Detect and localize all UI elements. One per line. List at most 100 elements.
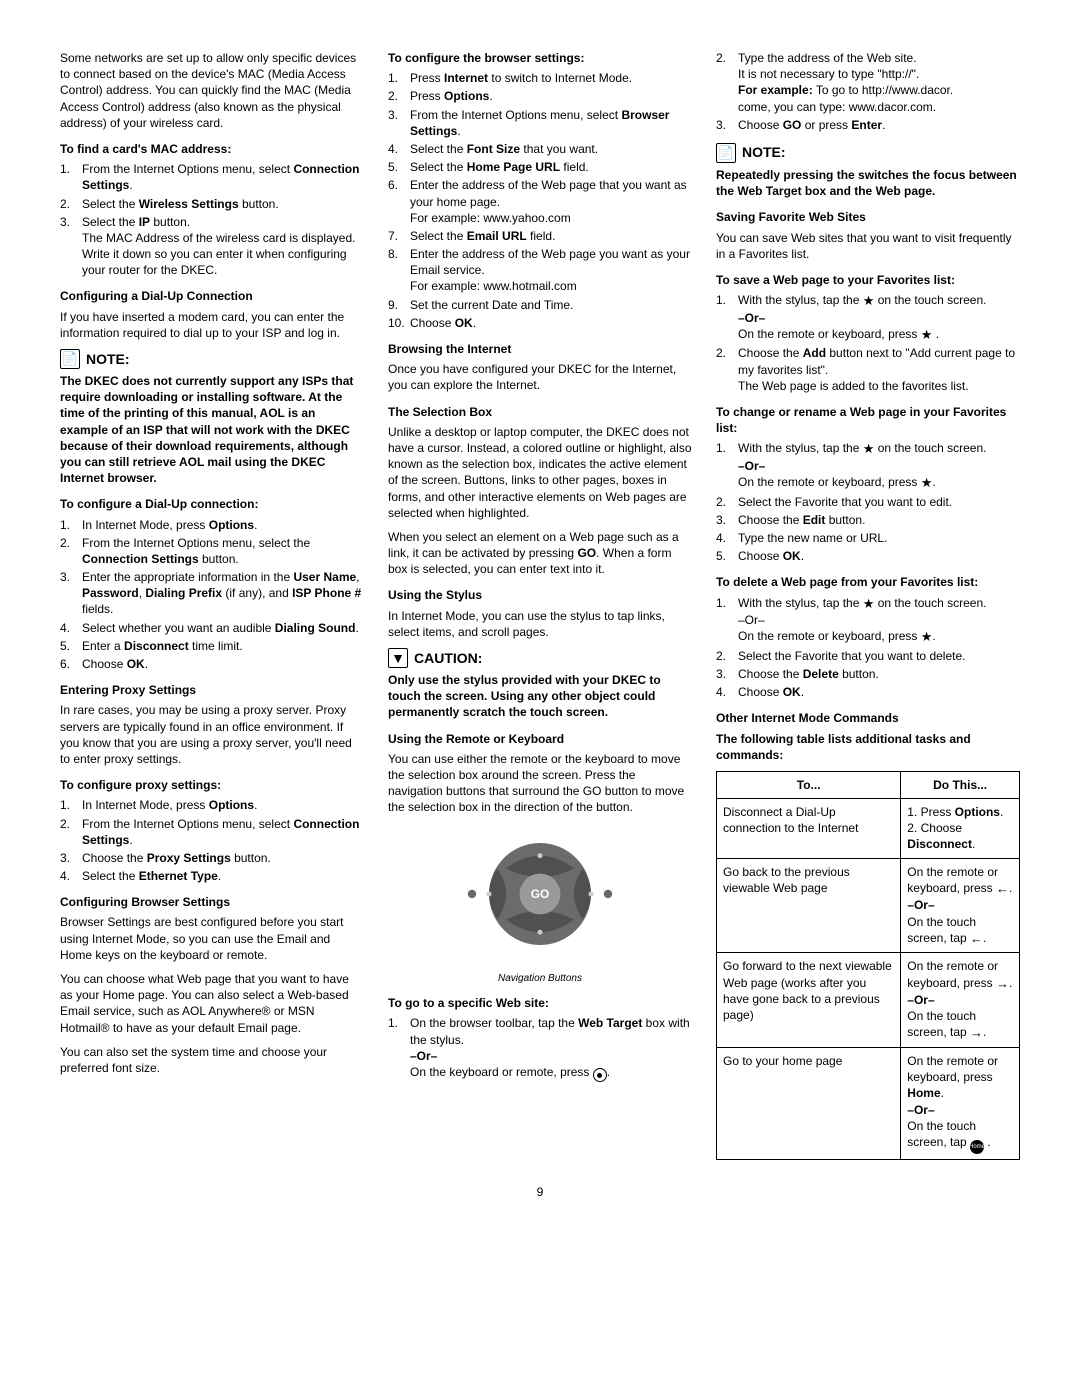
list-number: 1. <box>716 595 738 646</box>
star-icon: ★ <box>863 441 875 456</box>
cell-do: 1. Press Options. 2. Choose Disconnect. <box>901 799 1020 859</box>
arrow-left-icon: ← <box>970 931 983 946</box>
list-text: Choose OK. <box>410 315 692 331</box>
browser-p2: You can choose what Web page that you wa… <box>60 971 364 1036</box>
cell-to: Disconnect a Dial-Up connection to the I… <box>717 799 901 859</box>
list-text: Select the Font Size that you want. <box>410 141 692 157</box>
note-row: 📄 NOTE: <box>716 143 1020 163</box>
cell-to: Go to your home page <box>717 1047 901 1159</box>
list-text: Select the Favorite that you want to del… <box>738 648 1020 664</box>
brcfg-heading: To configure the browser settings: <box>388 50 692 66</box>
stylus-heading: Using the Stylus <box>388 587 692 603</box>
other-heading: Other Internet Mode Commands <box>716 710 1020 726</box>
proxycfg-list: 1.In Internet Mode, press Options. 2.Fro… <box>60 797 364 884</box>
commands-table: To... Do This... Disconnect a Dial-Up co… <box>716 771 1020 1160</box>
caution-body: Only use the stylus provided with your D… <box>388 672 692 721</box>
star-icon: ★ <box>921 475 933 490</box>
list-number: 1. <box>60 161 82 193</box>
nav-figure: GO <box>388 824 692 968</box>
list-number: 7. <box>388 228 410 244</box>
favorites-heading: Saving Favorite Web Sites <box>716 209 1020 225</box>
browsing-heading: Browsing the Internet <box>388 341 692 357</box>
list-number: 6. <box>388 177 410 226</box>
list-text: With the stylus, tap the ★ on the touch … <box>738 595 1020 646</box>
th-to: To... <box>717 771 901 798</box>
selection-p1: Unlike a desktop or laptop computer, the… <box>388 424 692 521</box>
proxy-heading: Entering Proxy Settings <box>60 682 364 698</box>
nav-caption: Navigation Buttons <box>388 972 692 986</box>
column-3: 2. Type the address of the Web site. It … <box>716 50 1020 1160</box>
list-number: 2. <box>388 88 410 104</box>
list-text: Enter the appropriate information in the… <box>82 569 364 618</box>
arrow-right-icon: → <box>996 976 1009 991</box>
goto-cont-list: 2. Type the address of the Web site. It … <box>716 50 1020 133</box>
table-row: Go back to the previous viewable Web pag… <box>717 858 1020 953</box>
list-number: 1. <box>60 517 82 533</box>
list-number: 5. <box>716 548 738 564</box>
goto-list: 1. On the browser toolbar, tap the Web T… <box>388 1015 692 1082</box>
list-number: 4. <box>60 620 82 636</box>
target-icon <box>593 1068 607 1082</box>
list-number: 2. <box>716 648 738 664</box>
star-icon: ★ <box>921 629 933 644</box>
mac-list: 1. From the Internet Options menu, selec… <box>60 161 364 278</box>
list-number: 1. <box>388 1015 410 1082</box>
note-label: NOTE: <box>86 350 130 369</box>
list-number: 5. <box>388 159 410 175</box>
list-number: 3. <box>60 214 82 279</box>
page-number: 9 <box>60 1184 1020 1200</box>
dialup-text: If you have inserted a modem card, you c… <box>60 309 364 341</box>
page-container: Some networks are set up to allow only s… <box>60 50 1020 1160</box>
list-text: From the Internet Options menu, select C… <box>82 816 364 848</box>
note-icon: 📄 <box>60 349 80 369</box>
list-number: 1. <box>716 440 738 491</box>
list-number: 2. <box>716 50 738 115</box>
list-text: Choose the Add button next to "Add curre… <box>738 345 1020 394</box>
list-number: 1. <box>388 70 410 86</box>
dialcfg-heading: To configure a Dial-Up connection: <box>60 496 364 512</box>
save-list: 1. With the stylus, tap the ★ on the tou… <box>716 292 1020 394</box>
list-text: Enter the address of the Web page you wa… <box>410 246 692 295</box>
list-number: 2. <box>60 535 82 567</box>
proxy-text: In rare cases, you may be using a proxy … <box>60 702 364 767</box>
list-text: In Internet Mode, press Options. <box>82 517 364 533</box>
note-body: Repeatedly pressing the switches the foc… <box>716 167 1020 199</box>
browser-p1: Browser Settings are best configured bef… <box>60 914 364 963</box>
save-heading: To save a Web page to your Favorites lis… <box>716 272 1020 288</box>
star-icon: ★ <box>863 293 875 308</box>
list-text: Press Options. <box>410 88 692 104</box>
list-number: 3. <box>60 850 82 866</box>
stylus-text: In Internet Mode, you can use the stylus… <box>388 608 692 640</box>
note-label: NOTE: <box>742 143 786 162</box>
list-number: 4. <box>716 684 738 700</box>
note-body: The DKEC does not currently support any … <box>60 373 364 486</box>
list-text: Choose OK. <box>82 656 364 672</box>
list-number: 9. <box>388 297 410 313</box>
star-icon: ★ <box>863 596 875 611</box>
list-number: 5. <box>60 638 82 654</box>
th-do: Do This... <box>901 771 1020 798</box>
list-text: From the Internet Options menu, select C… <box>82 161 364 193</box>
caution-icon: ▼ <box>388 648 408 668</box>
remote-text: You can use either the remote or the key… <box>388 751 692 816</box>
cell-to: Go forward to the next viewable Web page… <box>717 953 901 1048</box>
list-text: With the stylus, tap the ★ on the touch … <box>738 292 1020 343</box>
dialcfg-list: 1.In Internet Mode, press Options. 2.Fro… <box>60 517 364 673</box>
remote-heading: Using the Remote or Keyboard <box>388 731 692 747</box>
table-row: Go to your home page On the remote or ke… <box>717 1047 1020 1159</box>
caution-label: CAUTION: <box>414 649 482 668</box>
column-2: To configure the browser settings: 1.Pre… <box>388 50 692 1160</box>
favorites-text: You can save Web sites that you want to … <box>716 230 1020 262</box>
list-text: Select the Favorite that you want to edi… <box>738 494 1020 510</box>
table-row: Disconnect a Dial-Up connection to the I… <box>717 799 1020 859</box>
note-row: 📄 NOTE: <box>60 349 364 369</box>
svg-text:GO: GO <box>531 887 550 901</box>
list-number: 8. <box>388 246 410 295</box>
list-text: From the Internet Options menu, select B… <box>410 107 692 139</box>
list-text: From the Internet Options menu, select t… <box>82 535 364 567</box>
list-text: In Internet Mode, press Options. <box>82 797 364 813</box>
cell-do: On the remote or keyboard, press →.–Or–O… <box>901 953 1020 1048</box>
list-number: 1. <box>716 292 738 343</box>
intro-text: Some networks are set up to allow only s… <box>60 50 364 131</box>
cell-do: On the remote or keyboard, press ←.–Or–O… <box>901 858 1020 953</box>
